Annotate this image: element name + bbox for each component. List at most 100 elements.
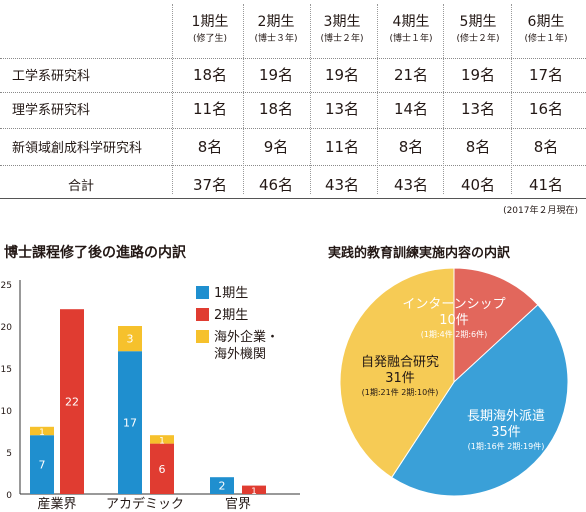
table-cell: 19名 xyxy=(258,66,294,84)
bar-1期生 xyxy=(118,351,142,494)
table-cell: 19名 xyxy=(460,66,496,84)
table-cell: 43名 xyxy=(324,176,360,194)
y-tick-label: 20 xyxy=(1,323,13,333)
legend-swatch xyxy=(196,286,209,299)
column-header-label: 5期生 xyxy=(459,14,497,30)
column-header-sub: (博士３年) xyxy=(254,34,298,44)
table-cell: 19名 xyxy=(324,66,360,84)
column-header-sub: (博士２年) xyxy=(320,34,364,44)
bar-海外企業・海外機関 xyxy=(118,326,142,352)
slice-value-label: 31件 xyxy=(385,371,415,386)
row-label: 工学系研究科 xyxy=(12,69,91,84)
table-cell: 16名 xyxy=(528,100,564,118)
table-cell: 21名 xyxy=(393,66,429,84)
row-label: 合計 xyxy=(68,179,95,194)
table-cell: 11名 xyxy=(324,138,360,156)
column-header-sub: (修士２年) xyxy=(456,34,500,44)
table-cell: 8名 xyxy=(197,138,223,156)
column-header-sub: (博士１年) xyxy=(389,34,433,44)
y-tick-label: 5 xyxy=(6,449,12,459)
table-cell: 40名 xyxy=(460,176,496,194)
legend-label: 1期生 xyxy=(214,286,248,301)
table-cell: 18名 xyxy=(258,100,294,118)
row-divider xyxy=(0,165,586,166)
pie-chart-title: 実践的教育訓練実施内容の内訳 xyxy=(328,246,511,261)
slice-detail: (1期:16件 2期:19件) xyxy=(468,441,545,451)
category-label: アカデミック xyxy=(106,496,184,512)
enrollment-table: 1期生 (修了生) 2期生 (博士３年) 3期生 (博士２年) 4期生 (博士１年) 5期生 (修… xyxy=(0,0,586,200)
table-cell: 18名 xyxy=(192,66,228,84)
column-header: 5期生 (修士２年) xyxy=(444,0,512,56)
bar-chart-title: 博士課程修了後の進路の内訳 xyxy=(4,245,186,261)
row-divider xyxy=(0,92,586,93)
bar-value-label: 2 xyxy=(219,480,226,493)
bar-海外企業・海外機関 xyxy=(30,426,54,436)
y-tick-label: 0 xyxy=(6,491,12,501)
y-tick-label: 15 xyxy=(1,365,12,375)
bar-2期生 xyxy=(242,485,266,494)
column-divider xyxy=(243,4,244,194)
slice-value-label: 10件 xyxy=(439,313,469,328)
table-note: (2017年２月現在) xyxy=(503,206,578,216)
bar-value-label: 1 xyxy=(251,487,257,497)
column-divider xyxy=(511,4,512,194)
column-divider xyxy=(443,4,444,194)
table-cell: 13名 xyxy=(460,100,496,118)
column-divider xyxy=(172,4,173,194)
bar-value-label: 3 xyxy=(127,333,134,346)
column-header: 2期生 (博士３年) xyxy=(242,0,310,56)
slice-detail: (1期:21件 2期:10件) xyxy=(362,387,439,397)
column-header: 3期生 (博士２年) xyxy=(308,0,376,56)
legend-swatch xyxy=(196,308,209,321)
bar-value-label: 1 xyxy=(39,428,45,438)
column-header-label: 2期生 xyxy=(257,14,295,30)
table-cell: 11名 xyxy=(192,100,228,118)
y-tick-label: 10 xyxy=(1,407,13,417)
pie-slice xyxy=(390,304,569,497)
legend-label: 海外企業・ xyxy=(214,329,279,345)
bar-value-label: 6 xyxy=(159,463,166,476)
table-cell: 37名 xyxy=(192,176,228,194)
table-cell: 46名 xyxy=(258,176,294,194)
table-bottom-line xyxy=(0,198,586,199)
bar-2期生 xyxy=(150,443,174,494)
column-header-sub: (修士１年) xyxy=(524,34,568,44)
bar-海外企業・海外機関 xyxy=(150,435,174,444)
bar-1期生 xyxy=(30,435,54,494)
column-header-sub: (修了生) xyxy=(192,34,228,44)
column-header-label: 3期生 xyxy=(323,14,361,30)
table-cell: 9名 xyxy=(263,138,289,156)
legend-swatch xyxy=(196,330,209,343)
column-header: 1期生 (修了生) xyxy=(176,0,244,56)
row-label: 新領域創成科学研究科 xyxy=(12,141,143,156)
column-header: 4期生 (博士１年) xyxy=(377,0,445,56)
legend-label: 海外機関 xyxy=(214,347,266,362)
bar-2期生 xyxy=(60,309,84,494)
table-cell: 17名 xyxy=(528,66,564,84)
bar-value-label: 17 xyxy=(123,417,137,430)
table-cell: 14名 xyxy=(393,100,429,118)
bar-value-label: 7 xyxy=(39,459,46,472)
category-label: 官界 xyxy=(225,496,251,512)
legend-label: 2期生 xyxy=(214,308,248,323)
slice-label: 長期海外派遣 xyxy=(467,409,545,424)
table-cell: 8名 xyxy=(465,138,491,156)
column-divider xyxy=(377,4,378,194)
column-header-label: 6期生 xyxy=(527,14,565,30)
pie-slice xyxy=(453,267,539,384)
slice-value-label: 35件 xyxy=(491,425,521,440)
row-label: 理学系研究科 xyxy=(12,103,91,118)
pie-slice xyxy=(339,267,455,479)
column-header-label: 1期生 xyxy=(191,14,229,30)
bar-1期生 xyxy=(210,477,234,494)
bar-value-label: 22 xyxy=(65,396,79,409)
row-divider xyxy=(0,58,586,59)
category-label: 産業界 xyxy=(37,496,76,512)
table-cell: 13名 xyxy=(324,100,360,118)
column-header: 6期生 (修士１年) xyxy=(512,0,580,56)
y-tick-label: 25 xyxy=(1,281,12,291)
column-header-label: 4期生 xyxy=(392,14,430,30)
slice-label: 自発融合研究 xyxy=(361,355,439,370)
